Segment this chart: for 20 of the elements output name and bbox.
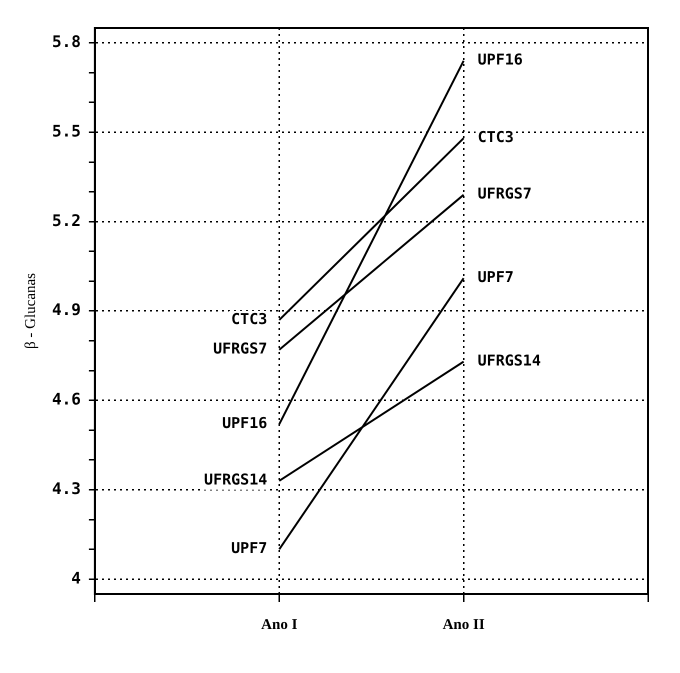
y-tick-label: 5.8 <box>52 32 81 52</box>
x-tick-label: Ano II <box>442 616 485 633</box>
text: UPF7 <box>478 268 514 286</box>
series-label: UPF16 <box>222 414 268 432</box>
x-tick-label: Ano I <box>261 616 298 633</box>
series-label: CTC3 <box>231 310 268 328</box>
y-tick-label: 4.6 <box>52 390 81 409</box>
series-label: UFRGS14 <box>204 470 268 489</box>
series-label: UFRGS7 <box>213 340 268 358</box>
y-tick-label: 4.3 <box>52 478 81 498</box>
text: UFRGS14 <box>478 352 541 370</box>
text: UPF16 <box>478 50 523 69</box>
text: CTC3 <box>478 128 514 146</box>
y-tick-label: 4.9 <box>52 300 81 320</box>
y-tick-label: 5.2 <box>52 210 81 230</box>
text: UFRGS7 <box>478 184 532 203</box>
y-tick-label: 4 <box>71 568 81 588</box>
y-tick-label: 5.5 <box>52 121 81 140</box>
series-label: UPF7 <box>231 539 268 558</box>
y-axis-title: β - Glucanas <box>22 272 39 349</box>
